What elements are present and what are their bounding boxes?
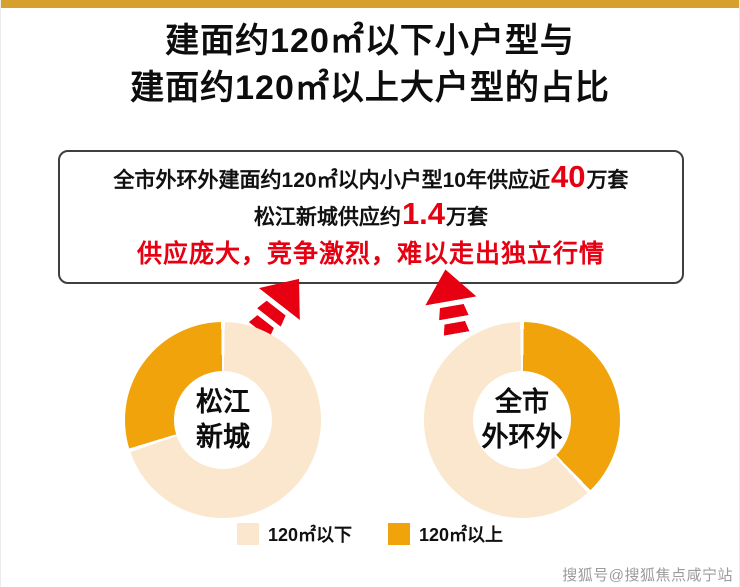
callout-line-1-prefix: 全市外环外建面约120㎡以内小户型10年供应近 xyxy=(113,169,550,192)
donut-hole xyxy=(473,371,571,469)
watermark: 搜狐号@搜狐焦点咸宁站 xyxy=(562,567,733,584)
donut-chart-songjiang: 松江 新城 xyxy=(125,322,321,518)
donut-label-citywide: 全市 外环外 xyxy=(481,387,563,452)
legend-item-under-120: 120㎡以下 xyxy=(236,521,352,547)
callout-line-2: 松江新城供应约 1.4 万套 xyxy=(68,195,674,235)
donut-hole xyxy=(174,371,272,469)
legend-swatch-cream xyxy=(236,523,259,545)
callout-line-1-suffix: 万套 xyxy=(586,169,629,192)
chart-legend: 120㎡以下 120㎡以上 xyxy=(1,521,739,547)
title-line-2: 建面约120㎡以上大户型的占比 xyxy=(130,68,610,107)
donut-chart-citywide: 全市 外环外 xyxy=(424,322,620,518)
callout-line-1-highlight: 40 xyxy=(550,159,586,194)
callout-line-2-prefix: 松江新城供应约 xyxy=(253,205,401,229)
arrow-tail-segment xyxy=(437,303,469,320)
callout-line-2-highlight: 1.4 xyxy=(401,195,446,231)
legend-item-over-120: 120㎡以上 xyxy=(388,521,503,547)
legend-label: 120㎡以上 xyxy=(419,525,504,545)
supply-callout-box: 全市外环外建面约120㎡以内小户型10年供应近 40 万套 松江新城供应约 1.4 万套… xyxy=(58,150,684,285)
page-title: 建面约120㎡以下小户型与 建面约120㎡以上大户型的占比 xyxy=(1,18,739,112)
legend-swatch-orange xyxy=(388,523,410,545)
callout-conclusion: 供应庞大，竞争激烈，难以走出独立行情 xyxy=(136,240,605,269)
title-line-1: 建面约120㎡以下小户型与 xyxy=(165,22,575,60)
legend-label: 120㎡以下 xyxy=(267,525,352,545)
donut-label-songjiang: 松江 新城 xyxy=(196,387,250,452)
callout-line-1: 全市外环外建面约120㎡以内小户型10年供应近 40 万套 xyxy=(68,159,674,198)
top-gold-border xyxy=(1,0,739,8)
callout-line-2-suffix: 万套 xyxy=(446,205,489,229)
